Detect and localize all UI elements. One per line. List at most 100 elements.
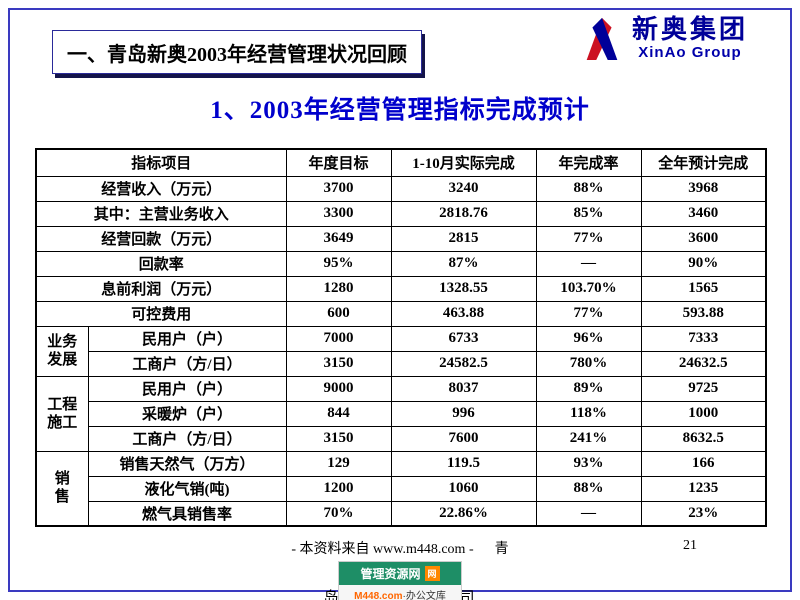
watermark-site-text: 管理资源网 [360, 567, 421, 581]
table-cell: 77% [535, 225, 642, 252]
table-cell: 95% [285, 250, 392, 277]
watermark-badge: 管理资源网 网 M448.com·办公文库 [339, 562, 461, 600]
table-cell: 3700 [285, 175, 392, 202]
logo-text: 新奥集团 XinAo Group [632, 15, 748, 61]
table-cell: 7333 [640, 325, 767, 352]
table-row: 息前利润（万元） 1280 1328.55 103.70% 1565 [35, 275, 767, 302]
table-row: 其中：主营业务收入 3300 2818.76 85% 3460 [35, 200, 767, 227]
xinao-logo-icon [586, 17, 618, 61]
row-label: 可控费用 [35, 300, 287, 327]
row-label: 采暖炉（户） [87, 400, 287, 427]
table-row: 可控费用 600 463.88 77% 593.88 [35, 300, 767, 327]
slide-subtitle: 1、2003年经营管理指标完成预计 [210, 97, 590, 124]
table-cell: 9000 [285, 375, 392, 402]
row-label: 经营回款（万元） [35, 225, 287, 252]
table-cell: 23% [640, 500, 767, 527]
row-label: 工商户（方/日） [87, 350, 287, 377]
table-row: 采暖炉（户） 844 996 118% 1000 [36, 400, 767, 427]
table-cell: 22.86% [390, 500, 537, 527]
table-cell: 3150 [285, 350, 392, 377]
table-cell: 1200 [285, 475, 392, 502]
row-label: 民用户（户） [87, 375, 287, 402]
column-header: 年度目标 [285, 148, 392, 177]
table-cell: 24632.5 [640, 350, 767, 377]
column-header: 指标项目 [35, 148, 287, 177]
table-cell: 780% [535, 350, 642, 377]
page-number: 21 [683, 538, 697, 553]
table-cell: 85% [535, 200, 642, 227]
table-cell: — [535, 500, 642, 527]
row-label: 经营收入（万元） [35, 175, 287, 202]
slide-title: 一、青岛新奥2003年经营管理状况回顾 [52, 30, 422, 74]
table-cell: 7600 [390, 425, 537, 452]
table-cell: 89% [535, 375, 642, 402]
table-cell: 1235 [640, 475, 767, 502]
table-cell: 93% [535, 450, 642, 477]
table-cell: 3968 [640, 175, 767, 202]
table-row: 燃气具销售率 70% 22.86% — 23% [36, 500, 767, 527]
table-cell: 8037 [390, 375, 537, 402]
table-cell: 87% [390, 250, 537, 277]
row-label: 工商户（方/日） [87, 425, 287, 452]
table-header-row: 指标项目 年度目标 1-10月实际完成 年完成率 全年预计完成 [35, 148, 767, 177]
table-row: 工程 施工 民用户（户） 9000 8037 89% 9725 [35, 375, 767, 452]
table-cell: 166 [640, 450, 767, 477]
table-cell: 119.5 [390, 450, 537, 477]
table-cell: 593.88 [640, 300, 767, 327]
table-cell: 600 [285, 300, 392, 327]
row-label: 民用户（户） [87, 325, 287, 352]
table-cell: 241% [535, 425, 642, 452]
table-cell: 3150 [285, 425, 392, 452]
watermark-suffix: ·办公文库 [402, 591, 446, 600]
table-cell: 77% [535, 300, 642, 327]
table-cell: 90% [640, 250, 767, 277]
table-cell: 96% [535, 325, 642, 352]
slide-title-text: 一、青岛新奥2003年经营管理状况回顾 [67, 44, 407, 66]
table-cell: 844 [285, 400, 392, 427]
table-cell: 88% [535, 475, 642, 502]
table-cell: 70% [285, 500, 392, 527]
table-row: 工商户（方/日） 3150 24582.5 780% 24632.5 [36, 350, 767, 377]
row-label: 销售天然气（万方） [87, 450, 287, 477]
xinao-logo: 新奥集团 XinAo Group [579, 12, 748, 64]
column-header: 1-10月实际完成 [390, 148, 537, 177]
table-cell: 1565 [640, 275, 767, 302]
row-label: 息前利润（万元） [35, 275, 287, 302]
row-label: 其中：主营业务收入 [35, 200, 287, 227]
table-row: 业务 发展 民用户（户） 7000 6733 96% 7333 [35, 325, 767, 377]
table-cell: 2818.76 [390, 200, 537, 227]
table-cell: 8632.5 [640, 425, 767, 452]
table-cell: 6733 [390, 325, 537, 352]
table-cell: 9725 [640, 375, 767, 402]
row-label: 回款率 [35, 250, 287, 277]
row-label: 燃气具销售率 [87, 500, 287, 527]
table-cell: 7000 [285, 325, 392, 352]
watermark-url: M448.com [354, 591, 403, 600]
watermark-url-line: M448.com·办公文库 [339, 585, 461, 600]
logo-name-en: XinAo Group [638, 43, 742, 61]
table-cell: 1060 [390, 475, 537, 502]
table-cell: 129 [285, 450, 392, 477]
table-cell: 1328.55 [390, 275, 537, 302]
column-header: 年完成率 [535, 148, 642, 177]
table-cell: 3240 [390, 175, 537, 202]
row-group-label: 工程 施工 [35, 375, 89, 452]
table-row: 销 售 销售天然气（万方） 129 119.5 93% 166 [35, 450, 767, 527]
table-cell: 88% [535, 175, 642, 202]
table-cell: 24582.5 [390, 350, 537, 377]
table-cell: 118% [535, 400, 642, 427]
table-cell: 463.88 [390, 300, 537, 327]
table-row: 液化气销(吨) 1200 1060 88% 1235 [36, 475, 767, 502]
row-group-label: 业务 发展 [35, 325, 89, 377]
table-cell: 2815 [390, 225, 537, 252]
table-row: 经营收入（万元） 3700 3240 88% 3968 [35, 175, 767, 202]
watermark-site-icon: 网 [424, 566, 440, 581]
table-cell: 3460 [640, 200, 767, 227]
table-cell: 996 [390, 400, 537, 427]
table-cell: 103.70% [535, 275, 642, 302]
watermark-site-name: 管理资源网 网 [339, 562, 461, 585]
logo-name-cn: 新奥集团 [631, 14, 748, 45]
footer-source-text: - 本资料来自 www.m448.com - 青 [291, 542, 509, 557]
row-label: 液化气销(吨) [87, 475, 287, 502]
